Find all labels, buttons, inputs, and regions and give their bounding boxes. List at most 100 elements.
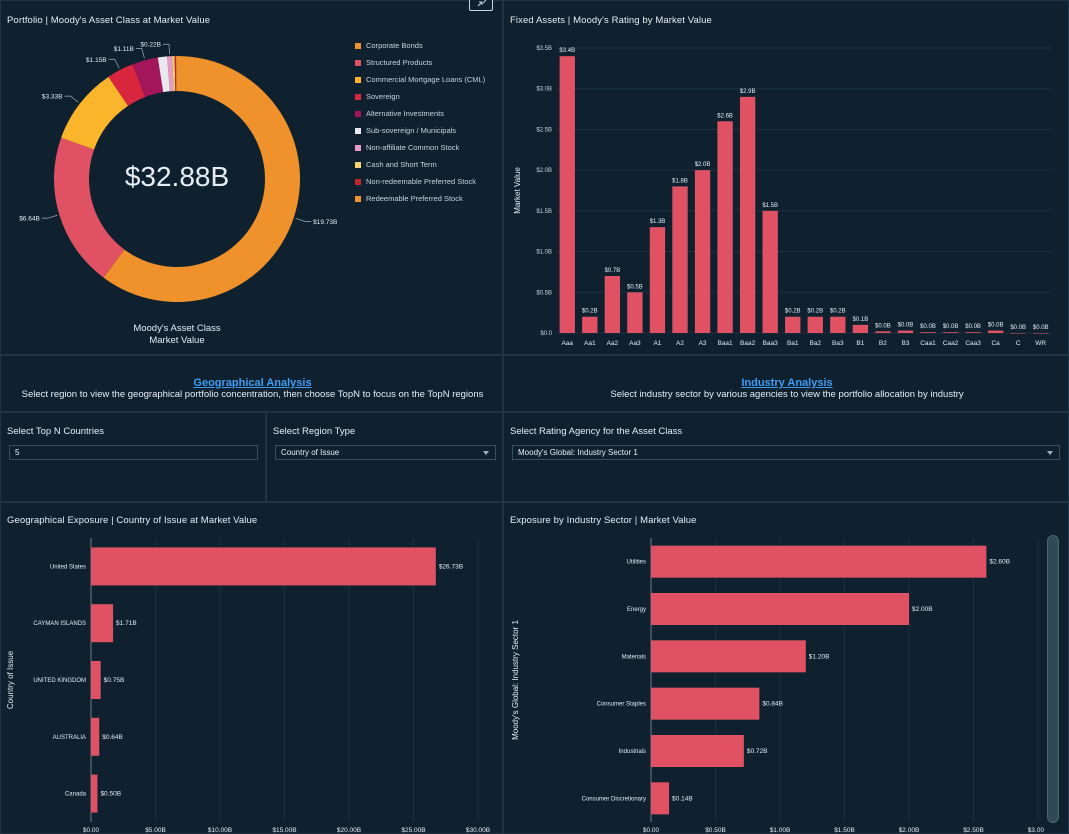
- donut-slice[interactable]: [176, 56, 177, 92]
- rating-bar[interactable]: [1033, 333, 1049, 334]
- hbar[interactable]: [91, 774, 98, 813]
- rating-bar[interactable]: [694, 170, 711, 333]
- rating-bar[interactable]: [852, 324, 869, 333]
- hbar[interactable]: [651, 593, 909, 625]
- rating-bar[interactable]: [875, 331, 891, 333]
- bar-value-label: $0.0B: [988, 323, 1004, 329]
- expand-button[interactable]: [469, 0, 493, 11]
- donut-leader-line: [135, 48, 145, 59]
- hbar[interactable]: [651, 782, 670, 815]
- industry-bar-chart[interactable]: $0.00 $0.50B $1.00B $1.50B $2.00B $2.50B $3.00…: [504, 530, 1044, 834]
- x-tick-label: $25.00B: [401, 827, 425, 834]
- legend-item[interactable]: Corporate Bonds: [355, 41, 423, 50]
- legend-label: Commercial Mortgage Loans (CML): [366, 75, 486, 84]
- legend-item[interactable]: Redeemable Preferred Stock: [355, 194, 463, 203]
- rating-bar[interactable]: [604, 276, 621, 333]
- legend-item[interactable]: Structured Products: [355, 58, 432, 67]
- legend-swatch: [355, 111, 361, 117]
- donut-slice[interactable]: [132, 57, 164, 97]
- legend-label: Sovereign: [366, 92, 400, 101]
- x-tick-label: $1.00B: [770, 827, 791, 834]
- x-tick-label: $10.00B: [208, 827, 232, 834]
- legend-label: Structured Products: [366, 58, 433, 67]
- rating-bar[interactable]: [987, 330, 1004, 333]
- donut-slice[interactable]: [172, 56, 176, 92]
- asset-class-legend: Corporate Bonds Structured Products Commer…: [355, 41, 505, 211]
- rating-bar[interactable]: [582, 316, 598, 333]
- hbar[interactable]: [651, 687, 760, 720]
- y-tick-label: $1.5B: [536, 209, 552, 215]
- hbar[interactable]: [651, 640, 806, 673]
- asset-class-title: Portfolio | Moody's Asset Class at Marke…: [7, 15, 211, 26]
- donut-slice[interactable]: [108, 64, 146, 106]
- y-tick-label: Consumer Discretionary: [582, 796, 646, 802]
- donut-slice-label: $6.64B: [19, 216, 40, 223]
- rating-bar[interactable]: [965, 332, 981, 333]
- y-tick-label: CAYMAN ISLANDS: [33, 621, 86, 627]
- y-tick-label: Consumer Staples: [597, 702, 646, 708]
- rating-bar[interactable]: [649, 227, 666, 333]
- donut-slice[interactable]: [54, 137, 125, 278]
- x-tick-label: $0.50B: [705, 827, 726, 834]
- rating-bar[interactable]: [920, 332, 936, 333]
- y-tick-label: Energy: [627, 607, 646, 613]
- rating-bar[interactable]: [717, 121, 733, 334]
- legend-swatch: [355, 60, 361, 66]
- industry-scrollbar[interactable]: [1047, 535, 1059, 823]
- x-tick-label: B1: [856, 340, 864, 347]
- donut-slice-label: $0.22B: [140, 42, 161, 49]
- hbar[interactable]: [91, 547, 436, 586]
- rating-bar[interactable]: [807, 316, 823, 333]
- legend-item[interactable]: Commercial Mortgage Loans (CML): [355, 75, 485, 84]
- legend-item[interactable]: Sub-sovereign / Municipals: [355, 126, 456, 135]
- x-tick-label: $0.00: [83, 827, 100, 834]
- legend-item[interactable]: Non-affiliate Common Stock: [355, 143, 459, 152]
- hbar[interactable]: [651, 735, 744, 767]
- geo-section-desc: Select region to view the geographical p…: [21, 389, 484, 400]
- legend-item[interactable]: Cash and Short Term: [355, 160, 437, 169]
- geo-bar-chart[interactable]: $0.00 $5.00B $10.00B $15.00B $20.00B $25.00B $…: [1, 530, 501, 834]
- rating-bar[interactable]: [627, 292, 643, 333]
- legend-item[interactable]: Non-redeemable Preferred Stock: [355, 177, 476, 186]
- hbar[interactable]: [91, 604, 114, 643]
- donut-slice[interactable]: [167, 56, 174, 92]
- rating-bar[interactable]: [897, 330, 914, 333]
- agency-select[interactable]: Moody's Global: Industry Sector 1: [512, 445, 1060, 460]
- rating-title: Fixed Assets | Moody's Rating by Market …: [510, 15, 712, 26]
- rating-bar[interactable]: [785, 316, 801, 333]
- bar-value-label: $0.50B: [100, 791, 121, 798]
- rating-bar[interactable]: [830, 316, 846, 333]
- hbar[interactable]: [651, 545, 987, 578]
- topn-input[interactable]: 5: [9, 445, 258, 460]
- rating-bar-chart[interactable]: $0.0 $0.5B $1.0B $1.5B $2.0B $2.5B $3.0B $3.5B M…: [504, 26, 1064, 356]
- rating-bar[interactable]: [942, 332, 959, 333]
- legend-swatch: [355, 179, 361, 185]
- donut-slice[interactable]: [157, 56, 170, 93]
- donut-slice[interactable]: [174, 56, 177, 92]
- region-select[interactable]: Country of Issue: [275, 445, 496, 460]
- asset-class-donut[interactable]: $19.73B $6.64B $3.33B $1.15B $1.11B $0.22B: [1, 31, 351, 351]
- industry-analysis-link[interactable]: Industry Analysis: [741, 377, 833, 389]
- hbar[interactable]: [91, 661, 101, 699]
- x-tick-label: Caa2: [943, 340, 959, 347]
- donut-slice[interactable]: [103, 56, 300, 302]
- x-tick-label: $0.00: [643, 827, 660, 834]
- rating-bar[interactable]: [559, 56, 575, 334]
- agency-label: Select Rating Agency for the Asset Class: [510, 426, 683, 437]
- bar-value-label: $2.0B: [695, 162, 711, 168]
- geo-analysis-link[interactable]: Geographical Analysis: [193, 377, 312, 389]
- rating-bar[interactable]: [672, 186, 688, 333]
- x-tick-label: $20.00B: [337, 827, 361, 834]
- rating-bar[interactable]: [739, 96, 756, 333]
- x-tick-label: $15.00B: [272, 827, 296, 834]
- geo-title: Geographical Exposure | Country of Issue…: [7, 515, 258, 526]
- hbar[interactable]: [91, 717, 100, 756]
- rating-bar[interactable]: [1010, 333, 1026, 334]
- rating-bar[interactable]: [762, 210, 778, 333]
- legend-item[interactable]: Alternative Investments: [355, 109, 444, 118]
- bar-value-label: $0.2B: [807, 309, 823, 315]
- donut-caption: Moody's Asset Class Market Value: [97, 323, 257, 347]
- donut-slice[interactable]: [61, 76, 129, 150]
- x-tick-label: Caa1: [920, 340, 936, 347]
- legend-item[interactable]: Sovereign: [355, 92, 400, 101]
